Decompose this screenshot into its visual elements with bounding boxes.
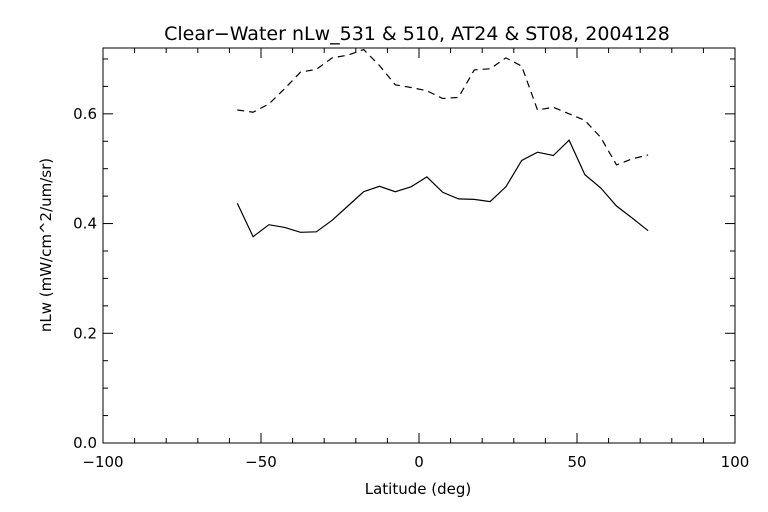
- x-axis-label: Latitude (deg): [365, 480, 471, 498]
- x-tick-label: 100: [721, 453, 750, 471]
- axis-ticks: [102, 48, 736, 444]
- x-tick-label: 50: [567, 453, 586, 471]
- y-tick-label: 0.6: [73, 105, 97, 123]
- x-tick-label: 0: [414, 453, 424, 471]
- y-tick-label: 0.0: [73, 434, 97, 452]
- y-axis-label: nLw (mW/cm^2/um/sr): [37, 158, 55, 332]
- y-tick-label: 0.2: [73, 324, 97, 342]
- plot-frame: [102, 47, 736, 444]
- series-line-dashed: [237, 48, 649, 166]
- series-layer: [236, 48, 649, 238]
- y-tick-label: 0.4: [73, 215, 97, 233]
- chart-title: Clear−Water nLw_531 & 510, AT24 & ST08, …: [164, 23, 670, 45]
- series-line-solid: [236, 139, 649, 238]
- tick-labels: −100 −50 0 50 100 0.0 0.2 0.4 0.6: [73, 105, 749, 471]
- x-tick-label: −50: [245, 453, 277, 471]
- x-tick-label: −100: [82, 453, 123, 471]
